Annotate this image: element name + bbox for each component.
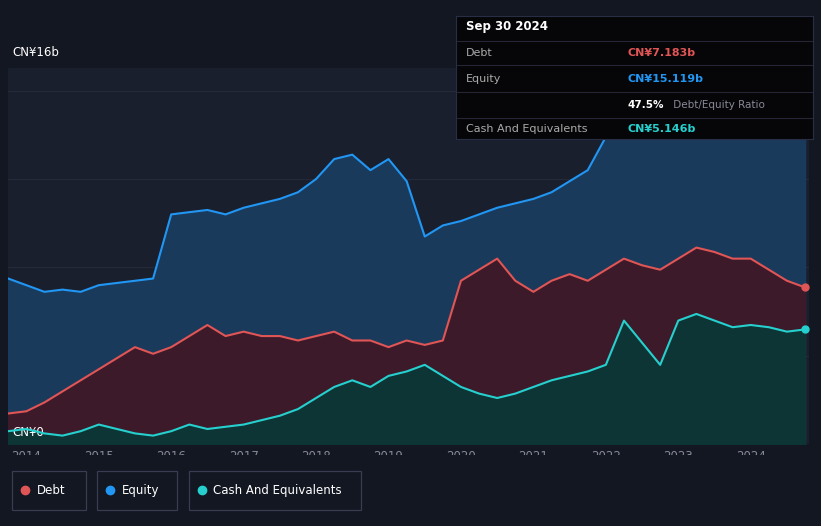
Text: CN¥5.146b: CN¥5.146b <box>627 124 695 134</box>
Text: 47.5%: 47.5% <box>627 100 663 110</box>
Text: Debt/Equity Ratio: Debt/Equity Ratio <box>670 100 765 110</box>
Text: Cash And Equivalents: Cash And Equivalents <box>213 484 342 497</box>
Text: Debt: Debt <box>466 48 493 58</box>
Text: Equity: Equity <box>466 74 502 84</box>
Text: Sep 30 2024: Sep 30 2024 <box>466 20 548 33</box>
Text: Equity: Equity <box>122 484 159 497</box>
Text: CN¥16b: CN¥16b <box>12 46 59 59</box>
Text: Debt: Debt <box>37 484 66 497</box>
Text: CN¥7.183b: CN¥7.183b <box>627 48 695 58</box>
Text: CN¥0: CN¥0 <box>12 426 44 439</box>
Text: CN¥15.119b: CN¥15.119b <box>627 74 703 84</box>
Text: Cash And Equivalents: Cash And Equivalents <box>466 124 588 134</box>
